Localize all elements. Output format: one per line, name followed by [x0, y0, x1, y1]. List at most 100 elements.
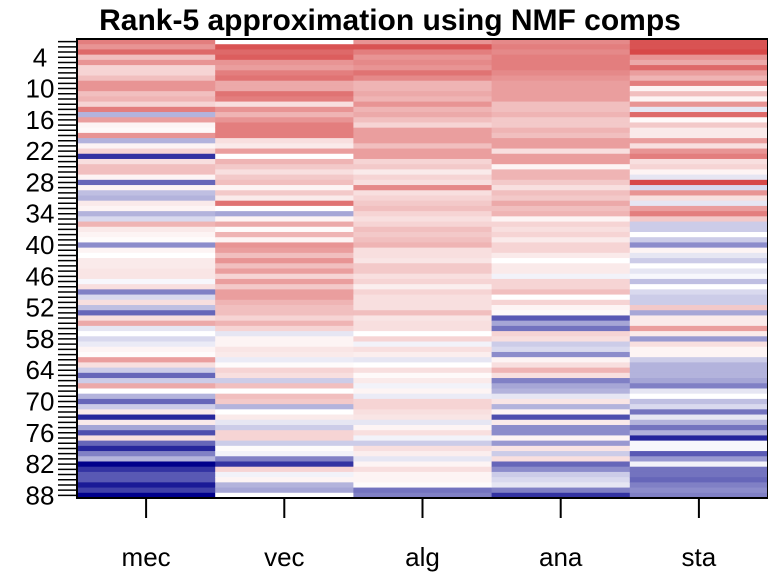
heatmap-cell-sta-58: [629, 336, 768, 343]
heatmap-cell-vec-73: [215, 414, 354, 421]
heatmap-cell-ana-29: [491, 185, 631, 191]
heatmap-cell-alg-19: [353, 132, 493, 139]
plot-frame: [76, 38, 768, 499]
heatmap-cell-ana-37: [491, 226, 631, 233]
heatmap-cell-alg-35: [353, 216, 493, 223]
heatmap-cell-sta-86: [629, 482, 768, 489]
heatmap-cell-alg-13: [353, 101, 493, 108]
heatmap-cell-vec-2: [215, 44, 354, 50]
heatmap-cell-alg-66: [353, 378, 493, 384]
heatmap-cell-mec-14: [77, 106, 216, 113]
heatmap-cell-ana-80: [491, 451, 631, 457]
heatmap-cell-vec-21: [215, 143, 354, 150]
heatmap-cell-mec-44: [77, 263, 216, 269]
heatmap-cell-mec-53: [77, 310, 216, 316]
heatmap-cell-vec-44: [215, 263, 354, 269]
heatmap-cell-alg-80: [353, 451, 493, 457]
heatmap-cell-alg-59: [353, 341, 493, 348]
heatmap-cell-vec-65: [215, 372, 354, 379]
heatmap-cell-mec-33: [77, 205, 216, 212]
heatmap-cell-vec-78: [215, 440, 354, 447]
heatmap-cell-ana-58: [491, 336, 631, 343]
heatmap-cell-alg-14: [353, 106, 493, 113]
heatmap-cell-vec-37: [215, 226, 354, 233]
heatmap-cell-ana-20: [491, 138, 631, 144]
heatmap-cell-sta-20: [629, 138, 768, 144]
heatmap-cell-ana-30: [491, 190, 631, 196]
heatmap-cell-vec-28: [215, 179, 354, 186]
heatmap-cell-vec-80: [215, 451, 354, 457]
heatmap-cell-sta-87: [629, 487, 768, 494]
heatmap-cell-sta-41: [629, 247, 768, 254]
heatmap-cell-mec-68: [77, 388, 216, 395]
heatmap-cell-alg-16: [353, 117, 493, 123]
heatmap-cell-ana-40: [491, 242, 631, 249]
x-tick-label-sta: sta: [682, 542, 717, 572]
heatmap-cell-ana-46: [491, 273, 631, 280]
heatmap-cell-mec-72: [77, 409, 216, 416]
heatmap-cell-sta-83: [629, 466, 768, 473]
heatmap-cell-sta-88: [629, 492, 768, 499]
y-tick-label: 34: [26, 199, 55, 229]
heatmap-cell-mec-11: [77, 91, 216, 97]
heatmap-cell-sta-39: [629, 237, 768, 243]
heatmap-cell-ana-21: [491, 143, 631, 150]
heatmap-cell-sta-27: [629, 174, 768, 181]
heatmap-cell-ana-38: [491, 231, 631, 238]
heatmap-cell-mec-64: [77, 367, 216, 374]
heatmap-cell-alg-31: [353, 195, 493, 202]
heatmap-cell-sta-65: [629, 372, 768, 379]
heatmap-cell-ana-88: [491, 492, 631, 499]
heatmap-cell-ana-64: [491, 367, 631, 374]
heatmap-cell-ana-26: [491, 169, 631, 176]
heatmap-cell-vec-60: [215, 346, 354, 353]
heatmap-cell-alg-63: [353, 362, 493, 369]
heatmap-cell-vec-1: [215, 39, 354, 45]
heatmap-cell-mec-17: [77, 122, 216, 129]
heatmap-cell-alg-30: [353, 190, 493, 196]
heatmap-cell-ana-8: [491, 75, 631, 82]
heatmap-cell-mec-85: [77, 477, 216, 483]
heatmap-cell-alg-78: [353, 440, 493, 447]
heatmap-cell-vec-38: [215, 231, 354, 238]
heatmap-cell-sta-73: [629, 414, 768, 421]
heatmap-cell-mec-48: [77, 284, 216, 290]
heatmap-cell-alg-49: [353, 289, 493, 296]
heatmap-cell-sta-78: [629, 440, 768, 447]
heatmap-cell-vec-61: [215, 351, 354, 358]
heatmap-cell-mec-16: [77, 117, 216, 123]
y-tick-label: 70: [26, 387, 55, 417]
heatmap-cell-ana-15: [491, 112, 631, 118]
heatmap-cell-alg-41: [353, 247, 493, 254]
heatmap-cell-mec-21: [77, 143, 216, 150]
heatmap-cell-alg-65: [353, 372, 493, 379]
heatmap-cell-mec-37: [77, 226, 216, 233]
y-tick-label: 82: [26, 449, 55, 479]
heatmap-cell-mec-66: [77, 378, 216, 384]
heatmap-cell-vec-23: [215, 153, 354, 160]
heatmap-cell-vec-24: [215, 158, 354, 165]
heatmap-cell-ana-55: [491, 320, 631, 327]
heatmap-cell-vec-18: [215, 127, 354, 134]
heatmap-cell-sta-70: [629, 398, 768, 405]
heatmap-cell-ana-82: [491, 461, 631, 468]
heatmap-cell-ana-62: [491, 357, 631, 363]
heatmap-cell-ana-87: [491, 487, 631, 494]
heatmap-cell-mec-2: [77, 44, 216, 50]
heatmap-cell-alg-74: [353, 419, 493, 426]
heatmap-cell-ana-75: [491, 424, 631, 431]
heatmap-cell-mec-41: [77, 247, 216, 254]
heatmap-cell-mec-22: [77, 148, 216, 155]
heatmap-cell-mec-32: [77, 200, 216, 207]
heatmap-cell-sta-67: [629, 383, 768, 389]
heatmap-cell-vec-31: [215, 195, 354, 202]
heatmap-cell-sta-80: [629, 451, 768, 457]
heatmap-cell-alg-48: [353, 284, 493, 290]
heatmap-cell-sta-33: [629, 205, 768, 212]
heatmap-cell-ana-85: [491, 477, 631, 483]
heatmap-cell-alg-42: [353, 252, 493, 259]
heatmap-cell-alg-79: [353, 445, 493, 452]
heatmap-cell-vec-41: [215, 247, 354, 254]
heatmap-cell-ana-14: [491, 106, 631, 113]
heatmap-cell-ana-2: [491, 44, 631, 50]
